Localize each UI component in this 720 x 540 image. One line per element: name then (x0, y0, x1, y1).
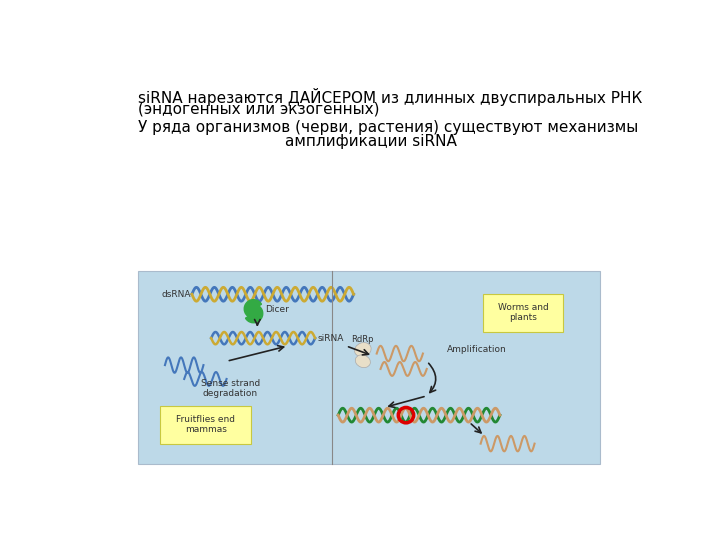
Text: siRNA: siRNA (318, 334, 343, 343)
Text: (эндогенных или экзогенных): (эндогенных или экзогенных) (138, 102, 379, 117)
FancyBboxPatch shape (138, 271, 600, 464)
Text: Sense strand
degradation: Sense strand degradation (201, 379, 260, 399)
Text: У ряда организмов (черви, растения) существуют механизмы: У ряда организмов (черви, растения) суще… (138, 120, 638, 135)
Ellipse shape (355, 355, 370, 368)
Text: Dicer: Dicer (265, 305, 289, 314)
Text: амплификации siRNA: амплификации siRNA (246, 134, 456, 149)
Text: Amplification: Amplification (447, 345, 507, 354)
FancyBboxPatch shape (483, 294, 563, 332)
Text: Worms and
plants: Worms and plants (498, 303, 549, 322)
Text: dsRNA: dsRNA (161, 290, 191, 299)
Text: Fruitflies end
mammas: Fruitflies end mammas (176, 415, 235, 434)
Text: siRNA нарезаются ДАЙСЕРОМ из длинных двуспиральных РНК: siRNA нарезаются ДАЙСЕРОМ из длинных дву… (138, 88, 642, 106)
Wedge shape (244, 300, 261, 318)
FancyBboxPatch shape (160, 406, 251, 444)
Ellipse shape (354, 342, 371, 357)
Wedge shape (246, 304, 263, 323)
Text: RdRp: RdRp (351, 335, 374, 343)
